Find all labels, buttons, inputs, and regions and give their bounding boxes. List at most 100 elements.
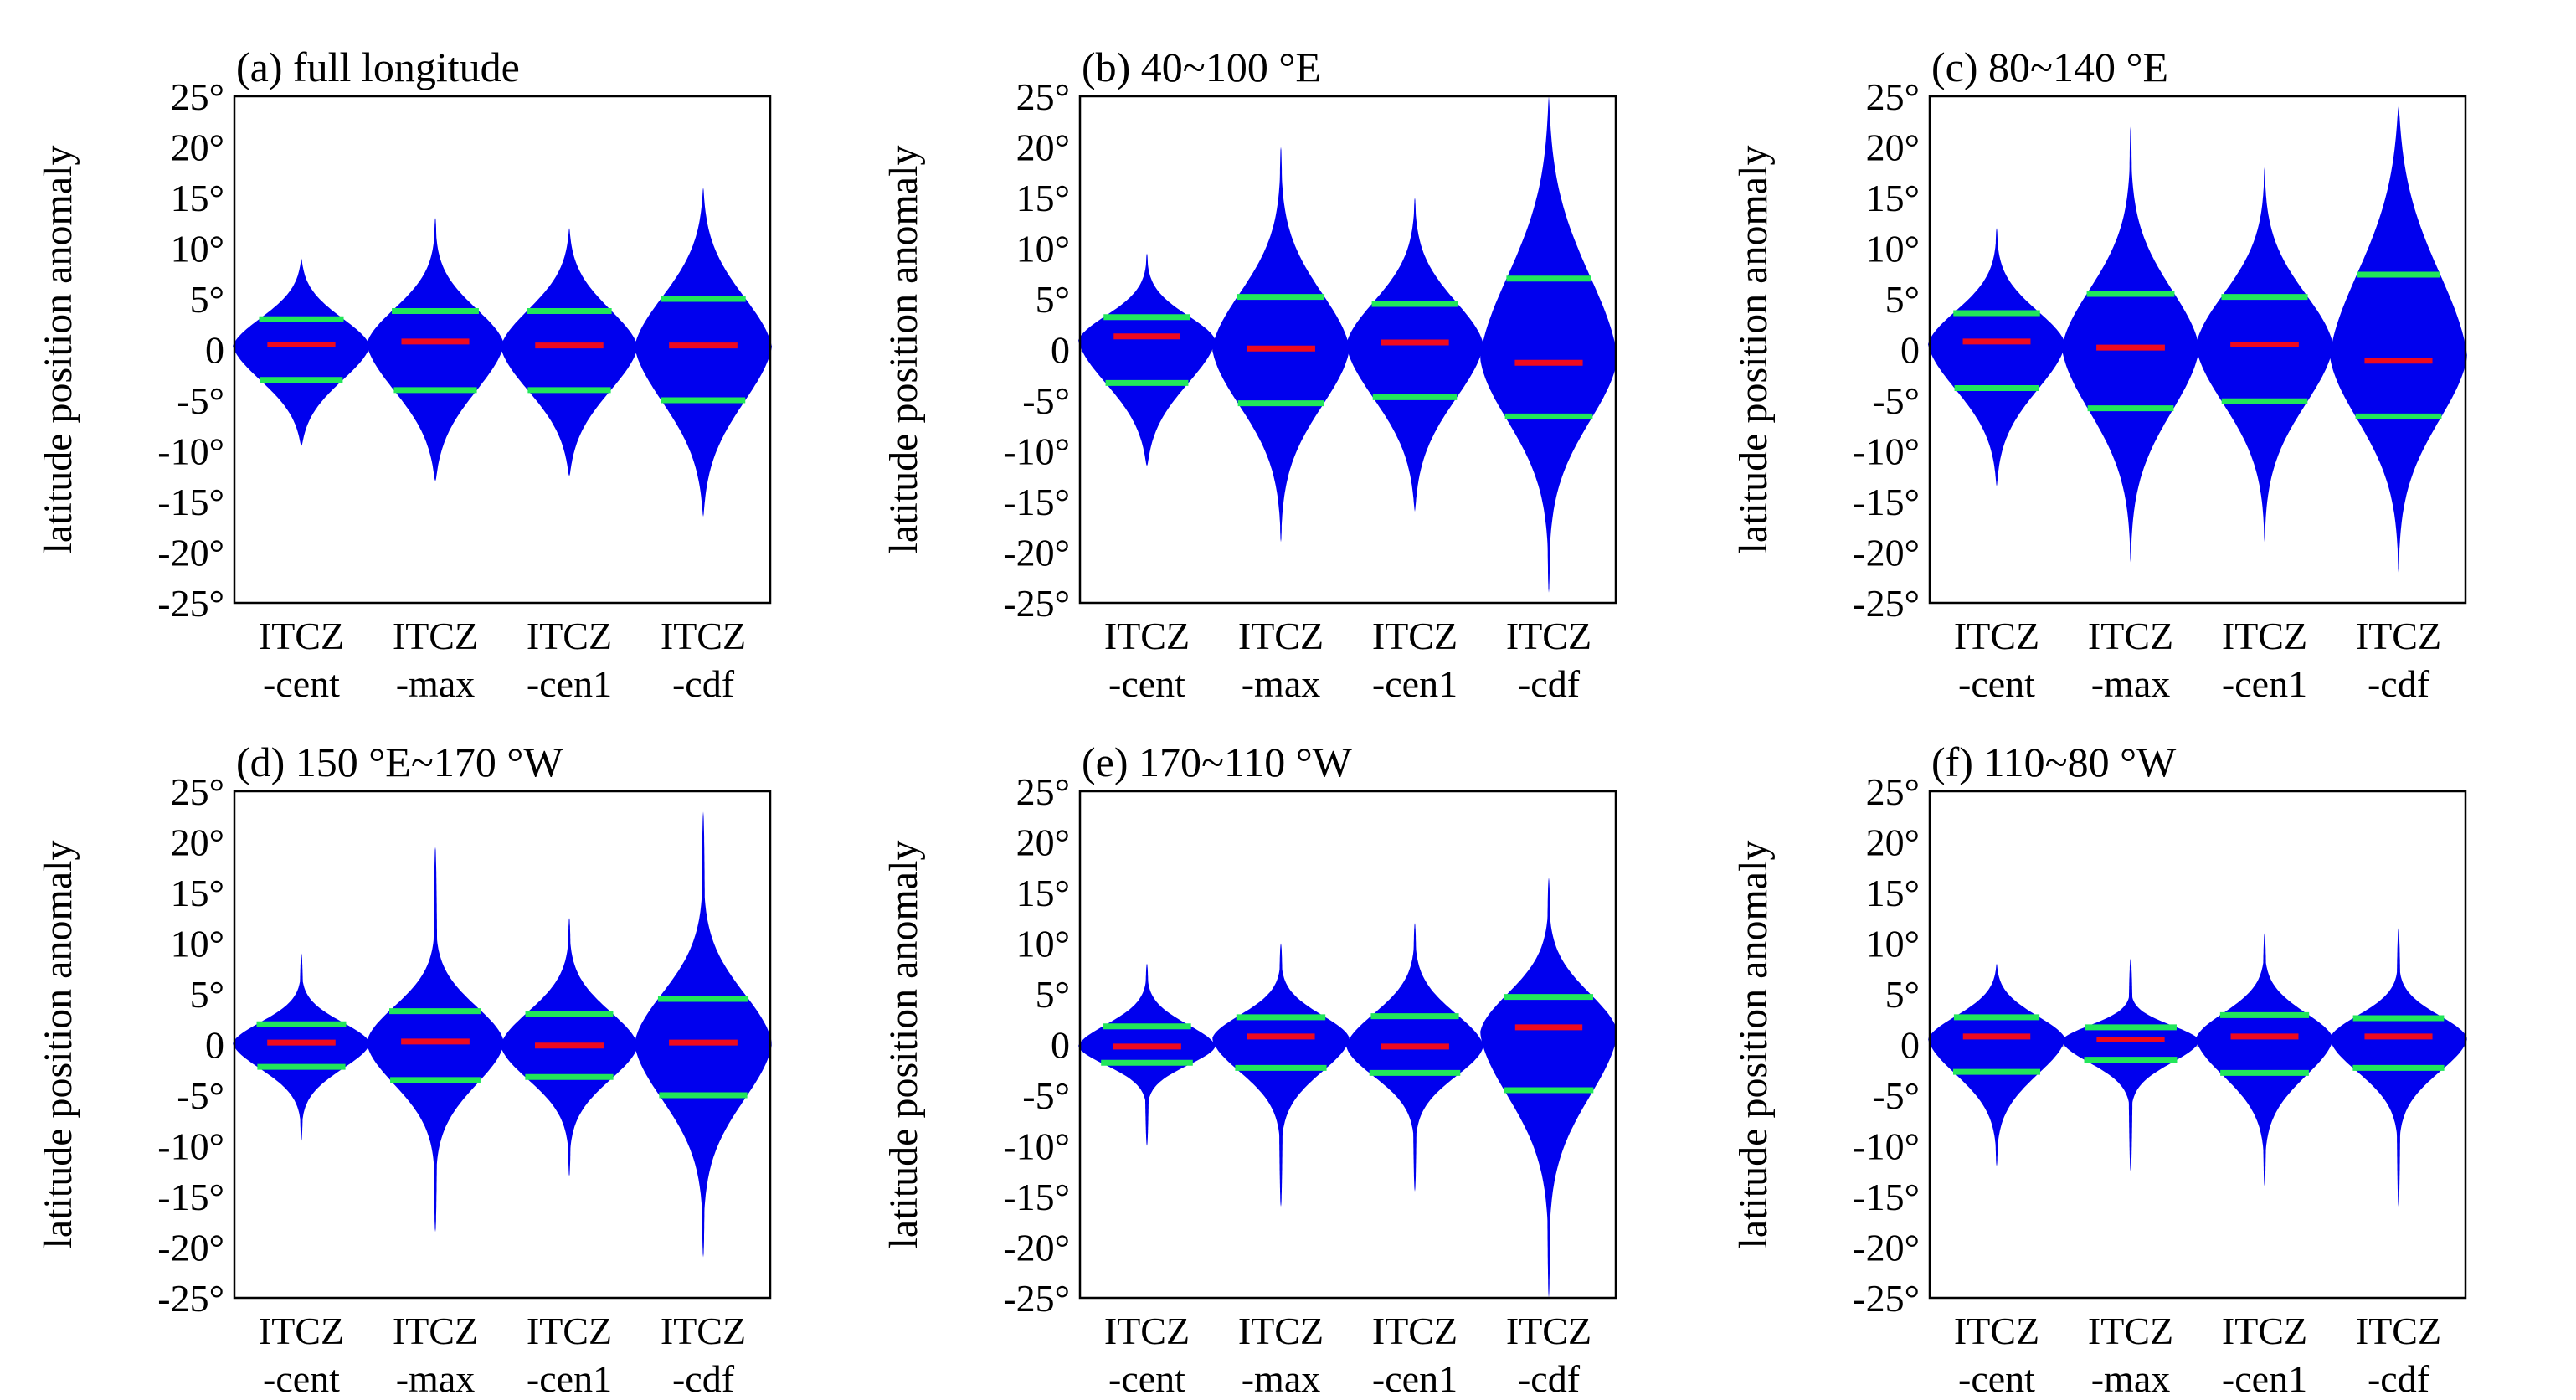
x-tick-label: ITCZ — [1104, 1310, 1190, 1352]
x-tick-label: ITCZ — [1954, 615, 2039, 657]
x-tick-label: ITCZ — [661, 615, 746, 657]
y-tick-label: -15° — [157, 1176, 224, 1218]
y-tick-label: -10° — [1853, 430, 1920, 473]
panel-title: (e) 170~110 °W — [1082, 739, 1353, 785]
x-tick-label: ITCZ — [1372, 1310, 1458, 1352]
x-tick-label: ITCZ — [2356, 615, 2441, 657]
y-axis-label: latitude position anomaly — [1731, 841, 1776, 1249]
y-tick-label: 5° — [1885, 278, 1920, 321]
y-tick-label: 20° — [1016, 821, 1070, 864]
y-tick-label: -25° — [1853, 1277, 1920, 1320]
x-tick-label: ITCZ — [259, 615, 344, 657]
x-tick-label: ITCZ — [1506, 615, 1591, 657]
panel-title: (a) full longitude — [236, 44, 520, 90]
y-tick-label: 10° — [1866, 228, 1920, 270]
plot-frame — [233, 790, 772, 1300]
x-tick-label: ITCZ — [1238, 615, 1324, 657]
y-tick-label: -20° — [157, 1227, 224, 1269]
y-tick-label: -5° — [1872, 379, 1920, 422]
violin-mark — [1480, 96, 1617, 593]
x-tick-label: -cent — [1958, 662, 2035, 705]
violin-mark — [2330, 106, 2467, 573]
y-tick-label: 20° — [1866, 821, 1920, 864]
y-tick-label: -20° — [157, 532, 224, 574]
y-tick-label: 25° — [1016, 75, 1070, 118]
y-tick-label: 0 — [205, 329, 224, 372]
violin-mark — [2062, 126, 2199, 563]
x-tick-label: -max — [396, 1357, 476, 1400]
x-tick-label: ITCZ — [2356, 1310, 2441, 1352]
x-tick-label: ITCZ — [259, 1310, 344, 1352]
x-tick-label: -cdf — [1518, 1357, 1581, 1400]
y-tick-label: 25° — [1866, 75, 1920, 118]
y-tick-label: 25° — [1866, 770, 1920, 813]
y-tick-label: -10° — [1003, 430, 1070, 473]
y-tick-label: -5° — [177, 379, 224, 422]
x-tick-label: -max — [1242, 1357, 1321, 1400]
violin-mark — [1078, 963, 1216, 1146]
y-tick-label: -10° — [1003, 1125, 1070, 1168]
y-tick-label: 0 — [1051, 1024, 1070, 1067]
y-tick-label: -20° — [1003, 532, 1070, 574]
x-tick-label: ITCZ — [2088, 615, 2173, 657]
y-tick-label: -25° — [1003, 1277, 1070, 1320]
plot-frame — [1928, 790, 2467, 1300]
violin-mark — [2196, 933, 2333, 1186]
x-tick-label: -cen1 — [1372, 662, 1458, 705]
y-tick-label: -5° — [1022, 1074, 1070, 1117]
y-tick-label: 15° — [1016, 177, 1070, 219]
y-tick-label: -10° — [1853, 1125, 1920, 1168]
violin-mark — [2196, 167, 2333, 543]
x-tick-label: -cen1 — [527, 662, 612, 705]
x-tick-label: ITCZ — [393, 1310, 478, 1352]
y-tick-label: -25° — [1853, 582, 1920, 625]
violin-mark — [367, 218, 504, 481]
y-tick-label: -10° — [157, 1125, 224, 1168]
x-tick-label: -cen1 — [527, 1357, 612, 1400]
x-tick-label: ITCZ — [2222, 615, 2307, 657]
y-tick-label: 10° — [171, 923, 224, 965]
y-tick-label: -25° — [157, 582, 224, 625]
x-tick-label: ITCZ — [2088, 1310, 2173, 1352]
y-tick-label: 15° — [171, 177, 224, 219]
y-tick-label: -5° — [1872, 1074, 1920, 1117]
panel-title: (b) 40~100 °E — [1082, 44, 1321, 90]
x-tick-label: ITCZ — [527, 1310, 612, 1352]
y-tick-label: 0 — [1900, 329, 1920, 372]
y-tick-label: -25° — [1003, 582, 1070, 625]
plot-frame — [1078, 95, 1617, 605]
x-tick-label: -cen1 — [1372, 1357, 1458, 1400]
plot-frame — [1928, 95, 2467, 605]
x-tick-label: -cen1 — [2222, 1357, 2307, 1400]
x-tick-label: -cent — [1108, 662, 1185, 705]
violin-mark — [1346, 923, 1483, 1192]
y-tick-label: 20° — [171, 821, 224, 864]
y-tick-label: 0 — [205, 1024, 224, 1067]
x-tick-label: -cdf — [672, 1357, 735, 1400]
y-tick-label: 15° — [171, 872, 224, 914]
y-tick-label: 5° — [1036, 973, 1070, 1016]
x-tick-label: -cdf — [672, 662, 735, 705]
violin-mark — [2062, 958, 2199, 1171]
y-axis-label: latitude position anomaly — [882, 146, 926, 554]
y-tick-label: 10° — [1016, 228, 1070, 270]
x-tick-label: -cent — [263, 1357, 340, 1400]
violin-mark — [1212, 943, 1350, 1207]
x-tick-label: -cen1 — [2222, 662, 2307, 705]
plot-frame — [233, 95, 772, 605]
y-tick-label: 15° — [1016, 872, 1070, 914]
y-tick-label: 20° — [1016, 126, 1070, 169]
y-tick-label: 20° — [171, 126, 224, 169]
x-tick-label: -max — [1242, 662, 1321, 705]
y-tick-label: -20° — [1003, 1227, 1070, 1269]
panel-title: (f) 110~80 °W — [1931, 739, 2177, 785]
x-tick-label: ITCZ — [1372, 615, 1458, 657]
y-axis-label: latitude position anomaly — [882, 841, 926, 1249]
violin-mark — [501, 228, 638, 476]
y-tick-label: 10° — [171, 228, 224, 270]
x-tick-label: -max — [396, 662, 476, 705]
panel-title: (d) 150 °E~170 °W — [236, 739, 563, 785]
x-tick-label: -cent — [263, 662, 340, 705]
x-tick-label: ITCZ — [527, 615, 612, 657]
